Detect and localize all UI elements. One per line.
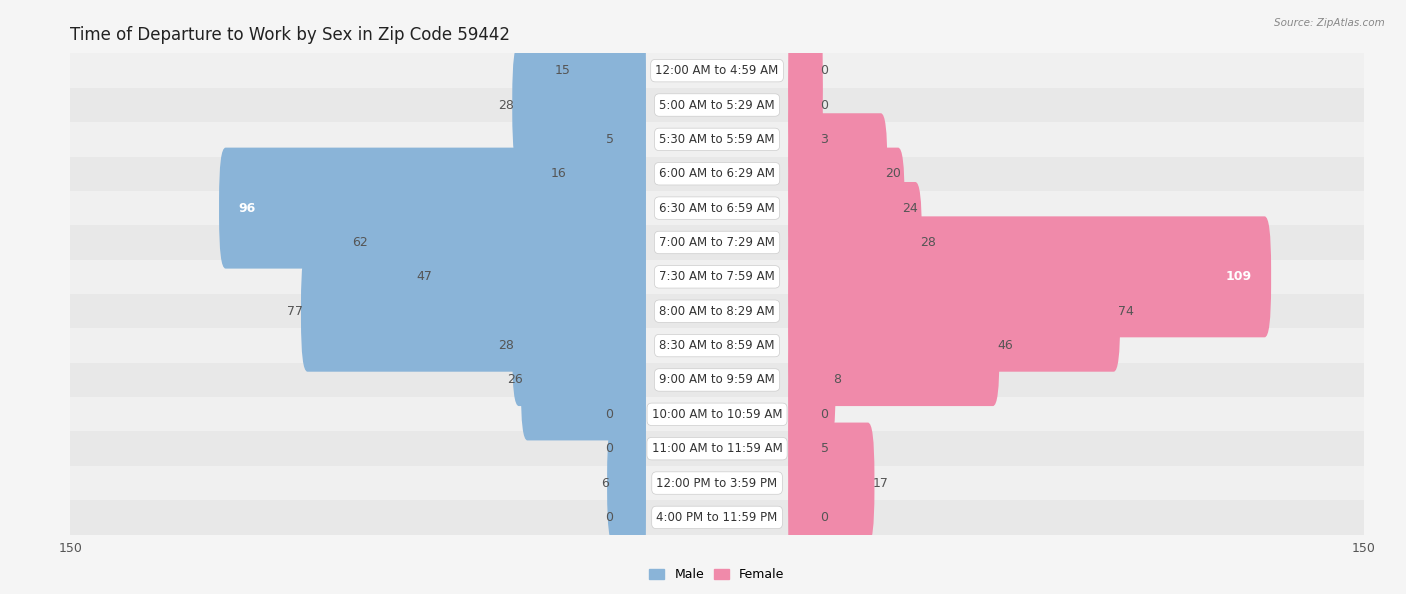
Text: 3: 3 — [821, 133, 828, 146]
FancyBboxPatch shape — [70, 260, 1364, 294]
FancyBboxPatch shape — [512, 285, 645, 406]
Text: 5: 5 — [821, 442, 828, 455]
Text: 20: 20 — [886, 168, 901, 180]
FancyBboxPatch shape — [520, 320, 645, 440]
FancyBboxPatch shape — [70, 363, 1364, 397]
FancyBboxPatch shape — [789, 285, 1000, 406]
FancyBboxPatch shape — [789, 113, 887, 234]
FancyBboxPatch shape — [70, 53, 1364, 88]
Text: 12:00 PM to 3:59 PM: 12:00 PM to 3:59 PM — [657, 476, 778, 489]
Text: 0: 0 — [606, 511, 613, 524]
Text: 28: 28 — [920, 236, 935, 249]
Text: 0: 0 — [821, 408, 828, 421]
Text: 11:00 AM to 11:59 AM: 11:00 AM to 11:59 AM — [652, 442, 782, 455]
Text: 8: 8 — [834, 374, 841, 387]
FancyBboxPatch shape — [70, 88, 1364, 122]
Text: 15: 15 — [554, 64, 571, 77]
FancyBboxPatch shape — [70, 328, 1364, 363]
Text: 7:00 AM to 7:29 AM: 7:00 AM to 7:29 AM — [659, 236, 775, 249]
Text: Time of Departure to Work by Sex in Zip Code 59442: Time of Departure to Work by Sex in Zip … — [70, 26, 510, 43]
Text: 0: 0 — [821, 99, 828, 112]
FancyBboxPatch shape — [70, 294, 1364, 328]
FancyBboxPatch shape — [789, 354, 823, 475]
FancyBboxPatch shape — [789, 79, 823, 200]
FancyBboxPatch shape — [70, 500, 1364, 535]
FancyBboxPatch shape — [789, 45, 823, 166]
Text: 0: 0 — [821, 64, 828, 77]
Text: 47: 47 — [416, 270, 433, 283]
FancyBboxPatch shape — [612, 457, 645, 578]
Text: 62: 62 — [352, 236, 368, 249]
FancyBboxPatch shape — [366, 182, 645, 303]
FancyBboxPatch shape — [70, 157, 1364, 191]
FancyBboxPatch shape — [612, 354, 645, 475]
Text: 28: 28 — [499, 99, 515, 112]
FancyBboxPatch shape — [301, 251, 645, 372]
FancyBboxPatch shape — [512, 45, 645, 166]
Text: 17: 17 — [872, 476, 889, 489]
FancyBboxPatch shape — [789, 320, 835, 440]
FancyBboxPatch shape — [70, 466, 1364, 500]
FancyBboxPatch shape — [789, 10, 823, 131]
FancyBboxPatch shape — [564, 113, 645, 234]
Text: 26: 26 — [508, 374, 523, 387]
Text: 109: 109 — [1226, 270, 1251, 283]
Text: 10:00 AM to 10:59 AM: 10:00 AM to 10:59 AM — [652, 408, 782, 421]
FancyBboxPatch shape — [789, 388, 823, 509]
Text: Source: ZipAtlas.com: Source: ZipAtlas.com — [1274, 18, 1385, 28]
FancyBboxPatch shape — [789, 457, 823, 578]
Text: 24: 24 — [903, 201, 918, 214]
FancyBboxPatch shape — [219, 148, 645, 268]
FancyBboxPatch shape — [70, 225, 1364, 260]
Text: 6:30 AM to 6:59 AM: 6:30 AM to 6:59 AM — [659, 201, 775, 214]
Text: 5:00 AM to 5:29 AM: 5:00 AM to 5:29 AM — [659, 99, 775, 112]
FancyBboxPatch shape — [789, 182, 922, 303]
Legend: Male, Female: Male, Female — [644, 563, 790, 586]
Text: 8:30 AM to 8:59 AM: 8:30 AM to 8:59 AM — [659, 339, 775, 352]
FancyBboxPatch shape — [70, 191, 1364, 225]
FancyBboxPatch shape — [789, 422, 875, 544]
FancyBboxPatch shape — [70, 431, 1364, 466]
FancyBboxPatch shape — [430, 216, 645, 337]
Text: 28: 28 — [499, 339, 515, 352]
Text: 5: 5 — [606, 133, 613, 146]
FancyBboxPatch shape — [789, 148, 904, 268]
Text: 9:00 AM to 9:59 AM: 9:00 AM to 9:59 AM — [659, 374, 775, 387]
Text: 12:00 AM to 4:59 AM: 12:00 AM to 4:59 AM — [655, 64, 779, 77]
Text: 46: 46 — [997, 339, 1014, 352]
Text: 0: 0 — [821, 511, 828, 524]
Text: 8:00 AM to 8:29 AM: 8:00 AM to 8:29 AM — [659, 305, 775, 318]
FancyBboxPatch shape — [789, 216, 1271, 337]
FancyBboxPatch shape — [568, 10, 645, 131]
FancyBboxPatch shape — [612, 79, 645, 200]
Text: 16: 16 — [550, 168, 567, 180]
Text: 0: 0 — [606, 408, 613, 421]
Text: 5:30 AM to 5:59 AM: 5:30 AM to 5:59 AM — [659, 133, 775, 146]
Text: 0: 0 — [606, 442, 613, 455]
FancyBboxPatch shape — [70, 122, 1364, 157]
FancyBboxPatch shape — [70, 397, 1364, 431]
Text: 7:30 AM to 7:59 AM: 7:30 AM to 7:59 AM — [659, 270, 775, 283]
Text: 74: 74 — [1118, 305, 1133, 318]
Text: 6:00 AM to 6:29 AM: 6:00 AM to 6:29 AM — [659, 168, 775, 180]
FancyBboxPatch shape — [612, 388, 645, 509]
FancyBboxPatch shape — [789, 251, 1121, 372]
FancyBboxPatch shape — [607, 422, 645, 544]
Text: 96: 96 — [239, 201, 256, 214]
Text: 77: 77 — [287, 305, 304, 318]
Text: 6: 6 — [602, 476, 609, 489]
Text: 4:00 PM to 11:59 PM: 4:00 PM to 11:59 PM — [657, 511, 778, 524]
